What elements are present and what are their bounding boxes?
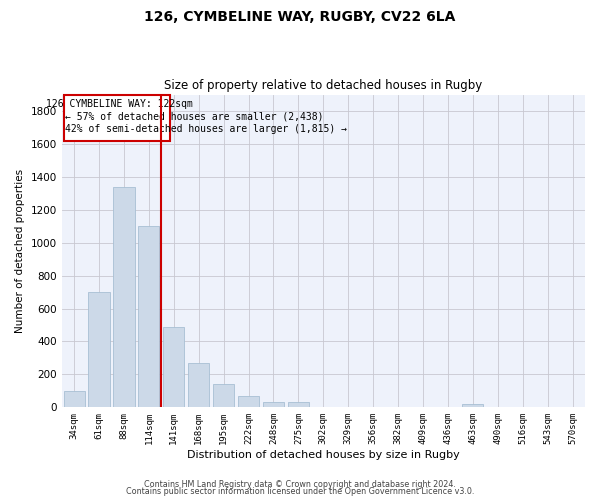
Bar — [288, 402, 309, 407]
Bar — [238, 396, 259, 407]
Bar — [88, 292, 110, 408]
Bar — [163, 326, 184, 407]
Bar — [64, 391, 85, 407]
Text: ← 57% of detached houses are smaller (2,438): ← 57% of detached houses are smaller (2,… — [65, 112, 323, 122]
Bar — [462, 404, 484, 407]
X-axis label: Distribution of detached houses by size in Rugby: Distribution of detached houses by size … — [187, 450, 460, 460]
Y-axis label: Number of detached properties: Number of detached properties — [15, 169, 25, 333]
Text: 126, CYMBELINE WAY, RUGBY, CV22 6LA: 126, CYMBELINE WAY, RUGBY, CV22 6LA — [145, 10, 455, 24]
FancyBboxPatch shape — [64, 96, 170, 142]
Text: Contains HM Land Registry data © Crown copyright and database right 2024.: Contains HM Land Registry data © Crown c… — [144, 480, 456, 489]
Bar — [188, 363, 209, 408]
Bar — [113, 186, 134, 408]
Text: 42% of semi-detached houses are larger (1,815) →: 42% of semi-detached houses are larger (… — [65, 124, 347, 134]
Bar — [213, 384, 234, 407]
Text: 126 CYMBELINE WAY: 122sqm: 126 CYMBELINE WAY: 122sqm — [46, 100, 193, 110]
Bar — [263, 402, 284, 407]
Bar — [138, 226, 160, 408]
Text: Contains public sector information licensed under the Open Government Licence v3: Contains public sector information licen… — [126, 487, 474, 496]
Title: Size of property relative to detached houses in Rugby: Size of property relative to detached ho… — [164, 79, 482, 92]
